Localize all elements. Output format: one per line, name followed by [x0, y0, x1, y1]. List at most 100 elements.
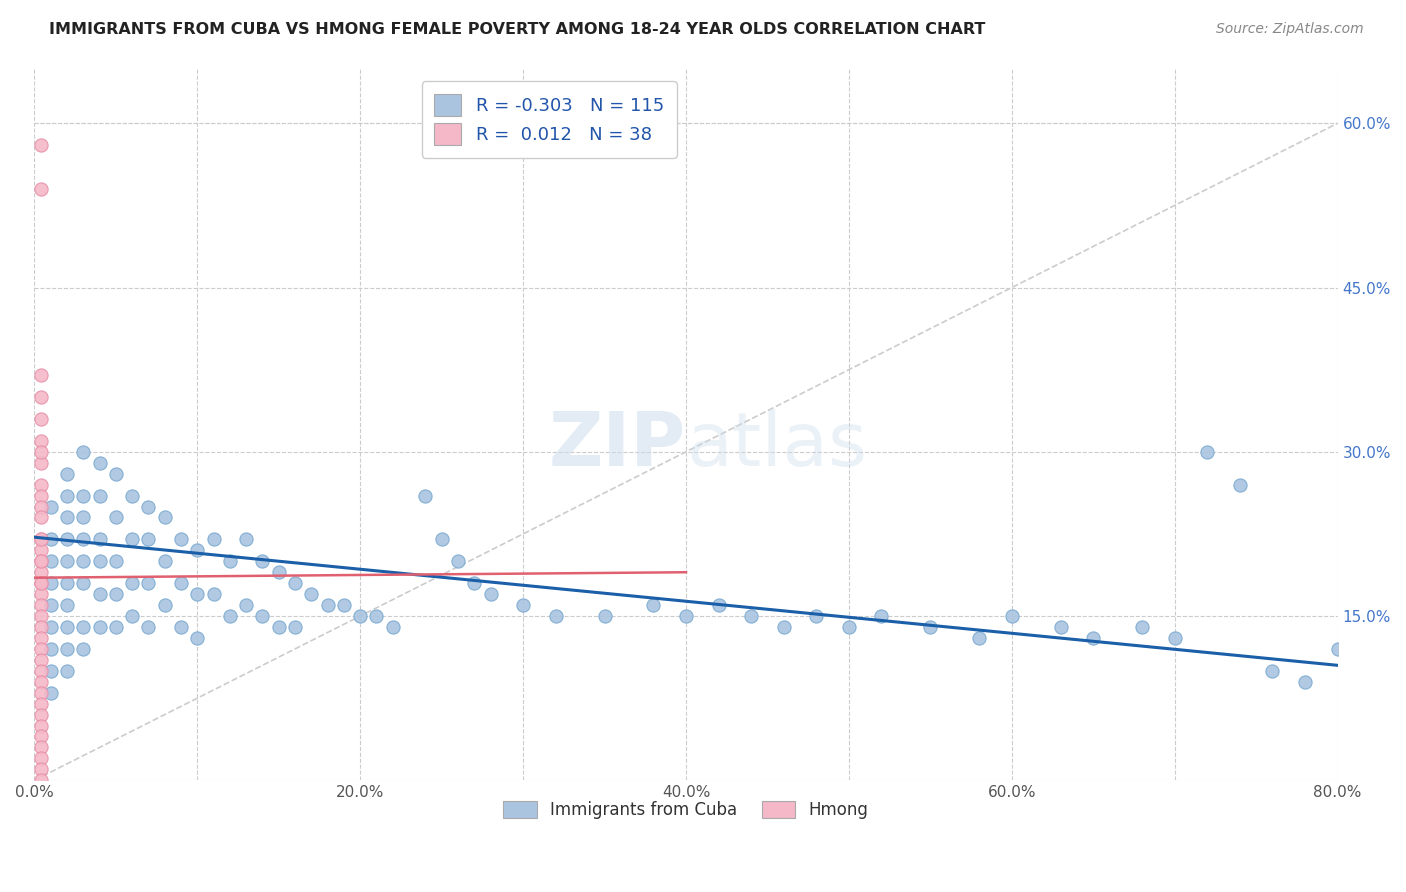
- Point: [39, 641, 62, 656]
- Point: [89, 554, 111, 568]
- Point: [89, 620, 111, 634]
- Point: [72, 533, 94, 547]
- Point: [1197, 444, 1219, 458]
- Point: [218, 554, 240, 568]
- Point: [30, 762, 52, 776]
- Point: [121, 609, 143, 624]
- Point: [1326, 641, 1348, 656]
- Point: [381, 620, 404, 634]
- Point: [30, 543, 52, 558]
- Point: [30, 533, 52, 547]
- Point: [138, 500, 160, 514]
- Point: [138, 620, 160, 634]
- Point: [39, 664, 62, 678]
- Point: [39, 554, 62, 568]
- Point: [920, 620, 942, 634]
- Point: [39, 576, 62, 591]
- Point: [235, 533, 257, 547]
- Point: [202, 533, 225, 547]
- Point: [30, 554, 52, 568]
- Point: [30, 576, 52, 591]
- Point: [512, 598, 534, 612]
- Point: [153, 554, 176, 568]
- Point: [56, 620, 79, 634]
- Point: [39, 500, 62, 514]
- Point: [56, 576, 79, 591]
- Point: [202, 587, 225, 601]
- Point: [1130, 620, 1153, 634]
- Point: [153, 598, 176, 612]
- Point: [316, 598, 339, 612]
- Text: atlas: atlas: [686, 409, 868, 483]
- Point: [267, 620, 290, 634]
- Point: [463, 576, 485, 591]
- Point: [1261, 664, 1284, 678]
- Point: [186, 587, 208, 601]
- Point: [30, 576, 52, 591]
- Point: [30, 434, 52, 448]
- Point: [593, 609, 616, 624]
- Point: [56, 489, 79, 503]
- Point: [284, 576, 307, 591]
- Point: [299, 587, 322, 601]
- Point: [72, 641, 94, 656]
- Point: [30, 390, 52, 404]
- Point: [30, 444, 52, 458]
- Point: [284, 620, 307, 634]
- Legend: Immigrants from Cuba, Hmong: Immigrants from Cuba, Hmong: [496, 794, 876, 825]
- Text: ZIP: ZIP: [548, 409, 686, 483]
- Point: [56, 554, 79, 568]
- Point: [89, 587, 111, 601]
- Point: [56, 510, 79, 524]
- Point: [30, 554, 52, 568]
- Point: [30, 697, 52, 711]
- Point: [170, 620, 193, 634]
- Point: [72, 576, 94, 591]
- Point: [30, 138, 52, 153]
- Point: [56, 467, 79, 481]
- Point: [39, 598, 62, 612]
- Point: [30, 477, 52, 491]
- Point: [1229, 477, 1251, 491]
- Point: [30, 182, 52, 196]
- Point: [349, 609, 371, 624]
- Point: [30, 500, 52, 514]
- Point: [39, 533, 62, 547]
- Point: [104, 620, 127, 634]
- Point: [675, 609, 697, 624]
- Point: [72, 554, 94, 568]
- Point: [170, 576, 193, 591]
- Point: [30, 674, 52, 689]
- Point: [72, 444, 94, 458]
- Point: [39, 620, 62, 634]
- Point: [30, 609, 52, 624]
- Point: [39, 686, 62, 700]
- Point: [30, 664, 52, 678]
- Point: [30, 412, 52, 426]
- Point: [30, 718, 52, 732]
- Point: [104, 587, 127, 601]
- Point: [479, 587, 502, 601]
- Point: [1164, 631, 1187, 645]
- Point: [56, 641, 79, 656]
- Point: [30, 598, 52, 612]
- Point: [366, 609, 388, 624]
- Point: [30, 510, 52, 524]
- Point: [30, 620, 52, 634]
- Point: [104, 467, 127, 481]
- Point: [56, 598, 79, 612]
- Point: [415, 489, 437, 503]
- Point: [30, 653, 52, 667]
- Text: Source: ZipAtlas.com: Source: ZipAtlas.com: [1216, 22, 1364, 37]
- Point: [56, 533, 79, 547]
- Point: [30, 566, 52, 580]
- Point: [30, 686, 52, 700]
- Point: [121, 576, 143, 591]
- Point: [1049, 620, 1071, 634]
- Text: IMMIGRANTS FROM CUBA VS HMONG FEMALE POVERTY AMONG 18-24 YEAR OLDS CORRELATION C: IMMIGRANTS FROM CUBA VS HMONG FEMALE POV…: [49, 22, 986, 37]
- Point: [30, 641, 52, 656]
- Point: [870, 609, 893, 624]
- Point: [772, 620, 794, 634]
- Point: [72, 489, 94, 503]
- Point: [72, 620, 94, 634]
